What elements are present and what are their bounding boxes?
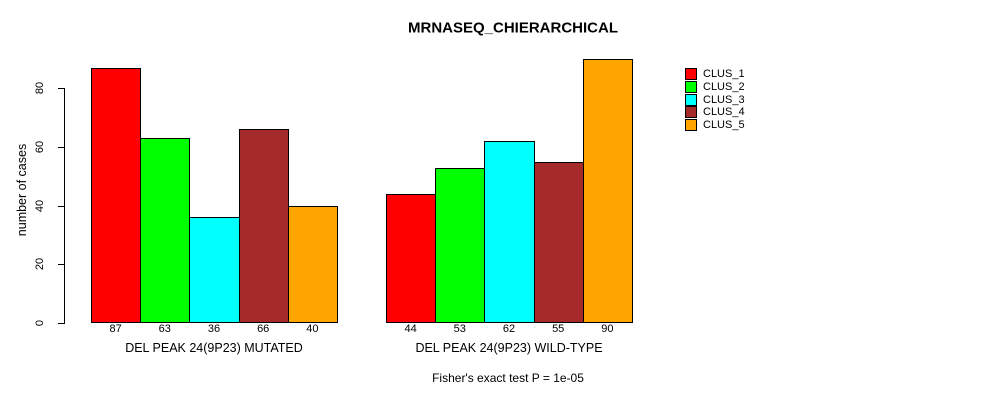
legend-label: CLUS_3 [703,93,745,106]
clus_2-legend-swatch [685,80,697,93]
y-axis-tick-label: 0 [34,319,46,327]
y-axis-tick [58,323,65,324]
bar-clus_4-group1 [238,129,289,323]
bar-clus_1-group2 [386,193,437,323]
y-axis-tick-label: 20 [34,258,46,271]
bar-clus_2-group1 [140,138,191,323]
bar-clus_2-group2 [435,167,486,323]
y-axis-tick-label: 60 [34,140,46,154]
clus_3-legend-swatch [685,93,697,106]
y-axis-tick [58,147,65,148]
y-axis-tick [58,205,65,207]
bar-clus_5-group2 [582,59,633,323]
y-axis-tick-label: 80 [34,82,46,95]
clus_5-legend-swatch [685,119,697,132]
y-axis-tick [58,88,65,90]
bar-value-label: 40 [306,323,319,335]
bar-value-label: 53 [453,323,466,335]
bar-clus_4-group2 [533,161,584,323]
legend-label: CLUS_1 [703,68,745,80]
bar-value-label: 55 [552,323,565,335]
bar-clus_3-group1 [189,217,240,323]
y-axis-tick-label: 40 [34,199,46,212]
group-label: DEL PEAK 24(9P23) MUTATED [125,341,303,355]
bar-clus_3-group2 [484,141,535,323]
bar-value-label: 44 [404,323,417,335]
bar-clus_5-group1 [287,205,338,323]
bar-value-label: 63 [158,323,171,335]
y-axis-tick [58,264,65,266]
legend-label: CLUS_2 [703,80,745,93]
chart-title: MRNASEQ_CHIERARCHICAL [407,19,619,37]
bar-value-label: 87 [109,323,122,335]
fisher-test-caption: Fisher's exact test P = 1e-05 [432,371,584,385]
bar-value-label: 36 [207,323,221,335]
legend-label: CLUS_4 [703,106,745,119]
legend-label: CLUS_5 [703,119,745,132]
bar-value-label: 90 [601,323,614,335]
bar-value-label: 62 [502,323,516,335]
bar-value-label: 66 [257,323,270,335]
clus_1-legend-swatch [685,68,697,80]
bar-clus_1-group1 [91,67,142,323]
group-label: DEL PEAK 24(9P23) WILD-TYPE [415,341,603,355]
clus_4-legend-swatch [685,106,697,119]
